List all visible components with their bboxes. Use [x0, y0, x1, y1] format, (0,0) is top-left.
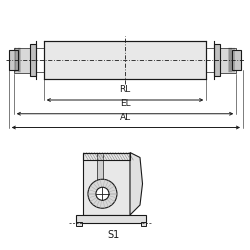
Polygon shape [130, 152, 142, 215]
Bar [76, 215, 146, 222]
Bar [232, 50, 241, 70]
Circle shape [88, 179, 117, 208]
Bar [44, 41, 206, 79]
Bar [141, 222, 146, 226]
Bar [82, 152, 130, 160]
Circle shape [96, 187, 109, 200]
Bar [76, 222, 82, 226]
Bar [97, 152, 103, 180]
Text: S1: S1 [108, 230, 120, 240]
Text: RL: RL [120, 86, 130, 94]
Bar [82, 152, 130, 215]
Bar [14, 48, 36, 72]
Bar [214, 44, 220, 76]
Text: AL: AL [120, 113, 132, 122]
Bar [9, 50, 18, 70]
Bar [30, 44, 36, 76]
Text: EL: EL [120, 99, 130, 108]
Bar [214, 48, 236, 72]
